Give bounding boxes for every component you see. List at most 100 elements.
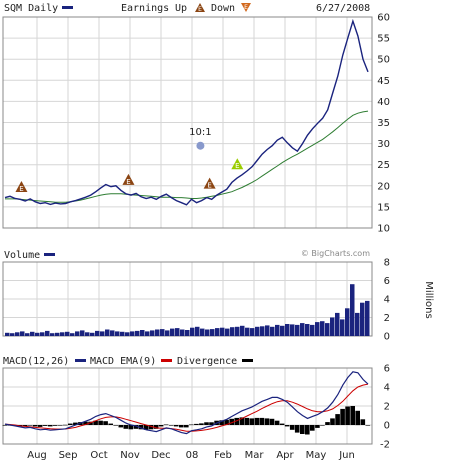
price-tick-label: 35	[377, 118, 390, 129]
divergence-bar	[310, 425, 315, 431]
divergence-bar	[340, 408, 345, 425]
volume-bar	[45, 330, 50, 336]
volume-bar	[255, 326, 260, 337]
x-tick-label: Jun	[338, 450, 355, 461]
volume-bar	[100, 331, 105, 336]
svg-text:E: E	[126, 178, 130, 186]
earnings-up-icon: E	[122, 173, 135, 186]
volume-bar	[10, 333, 15, 336]
volume-bar	[80, 330, 85, 336]
macd-legend-swatch	[75, 359, 86, 362]
price-tick-label: 30	[377, 139, 390, 150]
earnings-up-icon: E	[231, 158, 244, 170]
volume-bar	[90, 332, 95, 336]
svg-text:E: E	[207, 182, 211, 190]
x-tick-label: Feb	[214, 450, 232, 461]
divergence-bar	[244, 417, 250, 425]
price-panel: 10 15 20 25 30 35 40 45 50 55 60 E E E E 10:1	[2, 13, 390, 235]
divergence-bar	[305, 425, 310, 435]
volume-bar	[235, 326, 240, 337]
macd-legend-label: MACD(12,26)	[3, 356, 69, 367]
macd-tick-label: 6	[384, 364, 390, 375]
volume-bar	[335, 312, 340, 336]
divergence-bar	[330, 418, 335, 425]
volume-bar	[75, 331, 80, 336]
volume-bar	[40, 332, 45, 336]
volume-bar	[195, 326, 200, 337]
x-tick-label: Sep	[59, 450, 78, 461]
divergence-bar	[199, 423, 204, 425]
divergence-bar	[98, 420, 103, 425]
volume-bar	[190, 327, 195, 336]
earnings-up-icon: E	[203, 177, 216, 190]
divergence-bar	[315, 425, 320, 428]
ticker-title: SQM Daily	[4, 3, 58, 14]
divergence-bar	[320, 425, 325, 426]
macd-line	[4, 371, 369, 435]
volume-bar	[290, 324, 295, 336]
price-tick-label: 55	[377, 34, 390, 45]
ema-legend-swatch	[161, 359, 172, 362]
price-tick-label: 40	[377, 97, 390, 108]
divergence-bar	[289, 425, 295, 430]
divergence-bar	[68, 423, 73, 425]
volume-bar	[275, 324, 280, 336]
volume-bar	[325, 323, 330, 336]
divergence-bar	[365, 425, 371, 426]
volume-tick-label: 8	[384, 258, 390, 269]
volume-bar	[305, 324, 310, 336]
macd-panel-frame	[2, 367, 373, 445]
volume-bar	[135, 330, 140, 336]
x-axis: Aug Sep Oct Nov Dec 08 Feb Mar Apr May Jun	[27, 450, 355, 461]
volume-bar	[70, 333, 75, 336]
divergence-bar	[22, 425, 28, 427]
divergence-bar	[360, 419, 366, 425]
divergence-bar	[103, 421, 108, 425]
volume-bar	[150, 330, 155, 336]
volume-panel: Volume 0 2 4 6 8 © BigCharts.com Millions	[2, 249, 434, 343]
volume-bar	[95, 330, 100, 336]
divergence-legend-label: Divergence	[177, 356, 237, 367]
volume-bar	[280, 325, 285, 336]
divergence-bar	[153, 425, 159, 429]
earnings-down-legend-label: Down	[211, 3, 235, 14]
volume-bar	[360, 302, 365, 336]
divergence-bar	[2, 425, 8, 426]
volume-bar	[350, 284, 355, 336]
volume-tick-label: 2	[384, 313, 390, 324]
volume-bar	[55, 332, 60, 336]
volume-bar	[345, 308, 350, 337]
macd-tick-label: 0	[384, 421, 390, 432]
divergence-bar	[300, 425, 305, 434]
volume-bar	[155, 329, 160, 336]
volume-bar	[15, 332, 20, 336]
volume-bar	[120, 331, 125, 336]
volume-bar	[165, 330, 170, 336]
volume-bar	[330, 317, 335, 336]
divergence-bar	[204, 422, 209, 425]
ema-line	[4, 383, 369, 432]
volume-tick-label: 6	[384, 276, 390, 287]
earnings-legend-label: Earnings	[121, 3, 169, 14]
divergence-bar	[108, 423, 113, 425]
volume-bar	[340, 319, 345, 336]
split-marker: 10:1	[189, 127, 212, 150]
x-tick-label: May	[306, 450, 327, 461]
macd-legend: MACD(12,26) MACD EMA(9) Divergence	[3, 356, 253, 367]
divergence-bar	[189, 424, 194, 426]
volume-legend-swatch	[44, 253, 55, 256]
volume-bar	[160, 329, 165, 336]
divergence-bar	[249, 418, 255, 425]
volume-bar	[310, 324, 315, 336]
volume-bar	[105, 329, 110, 336]
divergence-bar	[138, 425, 144, 430]
volume-bar	[60, 332, 65, 336]
divergence-bar	[42, 425, 48, 426]
price-tick-label: 45	[377, 76, 390, 87]
earnings-up-icon: E	[15, 180, 28, 193]
divergence-bar	[234, 417, 239, 425]
divergence-bar	[325, 422, 330, 425]
divergence-bar	[148, 425, 154, 430]
divergence-legend-swatch	[242, 359, 253, 362]
